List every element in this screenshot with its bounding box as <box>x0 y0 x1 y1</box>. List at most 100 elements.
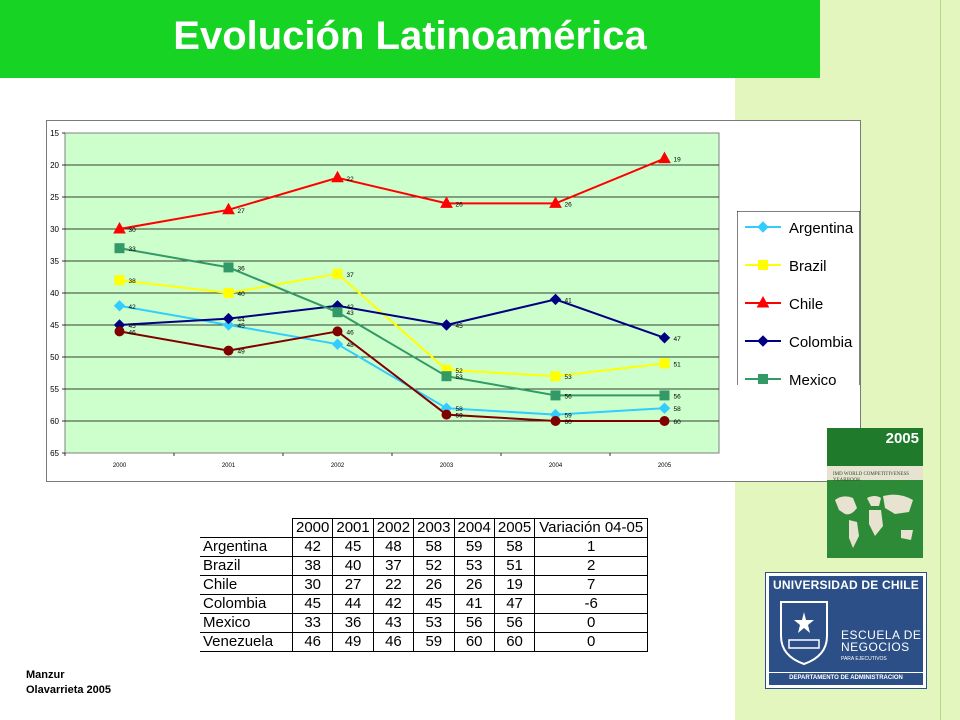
table-header-cell: 2001 <box>332 518 374 538</box>
data-label: 46 <box>129 329 137 336</box>
table-value-cell: 19 <box>493 575 536 595</box>
legend-swatch-marker <box>758 260 768 270</box>
y-tick-label: 60 <box>50 417 59 426</box>
y-tick-label: 25 <box>50 193 59 202</box>
legend-swatch-marker <box>756 295 770 308</box>
table-header-cell: 2002 <box>372 518 415 538</box>
table-value-cell: 48 <box>372 537 415 557</box>
table-value-cell: 46 <box>291 632 334 652</box>
series-line <box>119 157 665 230</box>
data-label: 60 <box>565 419 573 426</box>
table-header-cell: 2004 <box>453 518 495 538</box>
table-value-cell: 26 <box>453 575 495 595</box>
legend-label: Brazil <box>789 258 827 275</box>
school-name-line2: NEGOCIOS <box>841 640 910 654</box>
table-value-cell: 38 <box>291 556 334 576</box>
series-mexico: 33 36 43 53 56 56 <box>114 243 682 401</box>
yearbook-cover-top: 2005 <box>827 428 923 466</box>
y-tick-label: 40 <box>50 289 59 298</box>
table-value-cell: 45 <box>413 594 455 614</box>
table-change-cell: 2 <box>534 556 649 576</box>
data-label: 60 <box>674 419 682 426</box>
legend-swatch-marker <box>759 413 768 422</box>
footer-author: Manzur Olavarrieta 2005 <box>26 668 111 698</box>
title-bar: Evolución Latinoamérica <box>0 0 820 78</box>
table-row: Venezuela 46 49 46 59 60 60 0 <box>200 632 649 652</box>
data-point <box>114 275 125 286</box>
ranking-table-body: 2000 2001 2002 2003 2004 2005 Variación 04-05 A… <box>200 518 649 652</box>
data-label: 53 <box>456 374 464 381</box>
table-value-cell: 52 <box>413 556 455 576</box>
table-change-cell: -6 <box>534 594 649 614</box>
table-value-cell: 33 <box>291 613 334 633</box>
y-tick-label: 30 <box>50 225 59 234</box>
data-label: 30 <box>129 227 137 234</box>
y-tick-label: 15 <box>50 129 59 138</box>
data-point <box>659 416 670 426</box>
data-point <box>549 293 562 306</box>
legend-label: Mexico <box>789 372 837 389</box>
table-value-cell: 42 <box>372 594 415 614</box>
data-point <box>550 371 561 382</box>
data-point <box>114 326 125 337</box>
table-value-cell: 58 <box>413 537 455 557</box>
data-point <box>331 338 344 350</box>
data-label: 47 <box>674 336 682 343</box>
x-tick-label: 2002 <box>331 463 345 469</box>
legend-label: Chile <box>789 296 823 313</box>
data-point <box>549 196 562 208</box>
school-name-line3: PARA EJECUTIVOS <box>841 656 887 662</box>
data-label: 44 <box>238 317 246 324</box>
legend-label: Venezuela <box>789 410 860 427</box>
table-row: Mexico 33 36 43 53 56 56 0 <box>200 613 649 633</box>
table-header-cell: 2005 <box>493 518 536 538</box>
data-point <box>331 170 344 183</box>
data-point <box>440 319 453 331</box>
data-point <box>441 371 452 382</box>
table-country-cell: Argentina <box>200 537 293 557</box>
data-label: 45 <box>456 323 464 330</box>
data-label: 40 <box>238 291 246 298</box>
table-row: Argentina 42 45 48 58 59 58 1 <box>200 537 649 557</box>
y-tick-label: 50 <box>50 353 59 362</box>
table-value-cell: 59 <box>413 632 455 652</box>
data-point <box>223 288 234 298</box>
table-value-cell: 27 <box>332 575 374 595</box>
table-country-cell: Brazil <box>200 556 293 576</box>
data-point <box>222 319 235 331</box>
table-value-cell: 43 <box>372 613 415 633</box>
legend-box <box>737 211 860 385</box>
y-tick-label: 20 <box>50 161 59 170</box>
department-name: DEPARTAMENTO DE ADMINISTRACION <box>769 672 923 681</box>
table-value-cell: 44 <box>332 594 374 614</box>
legend-label: Colombia <box>789 334 853 351</box>
data-label: 38 <box>129 278 137 285</box>
table-value-cell: 41 <box>453 594 495 614</box>
x-tick-label: 2001 <box>222 463 236 469</box>
data-label: 56 <box>674 393 682 400</box>
data-point <box>114 243 125 254</box>
data-point <box>658 402 671 414</box>
series-line <box>119 304 665 416</box>
legend-label: Argentina <box>789 220 854 237</box>
ranking-table: 2000 2001 2002 2003 2004 2005 Variación 04-05 A… <box>200 518 649 652</box>
data-point <box>222 202 235 215</box>
data-label: 53 <box>565 374 573 381</box>
table-value-cell: 49 <box>332 632 374 652</box>
legend-swatch-marker <box>757 221 769 233</box>
data-label: 58 <box>674 406 682 413</box>
table-value-cell: 58 <box>493 537 536 557</box>
table-country-cell: Mexico <box>200 613 293 633</box>
data-point <box>659 358 670 369</box>
table-country-cell: Colombia <box>200 594 293 614</box>
data-point <box>550 390 561 401</box>
data-label: 45 <box>238 323 246 330</box>
data-point <box>223 262 234 273</box>
table-change-cell: 0 <box>534 613 649 633</box>
page-title: Evolución Latinoamérica <box>173 14 647 58</box>
sidebar-divider <box>940 0 941 720</box>
data-label: 46 <box>347 329 355 336</box>
data-point <box>332 326 343 337</box>
table-corner-cell <box>200 518 293 538</box>
